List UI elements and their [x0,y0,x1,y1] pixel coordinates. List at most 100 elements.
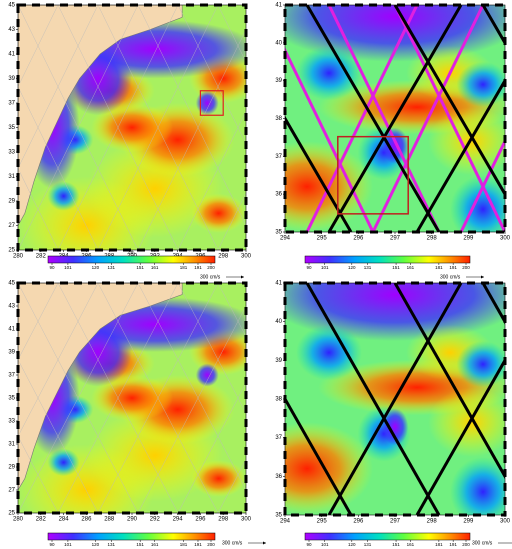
y-tick-label: 35 [275,230,282,236]
colorbar-tick-label: 90 [306,542,312,547]
y-tick-label: 38 [275,116,282,122]
track [305,283,441,515]
colorbar-tick-label: 200 [207,265,215,270]
track [285,46,375,232]
y-tick-label: 45 [8,281,15,287]
field-blob [191,460,246,497]
colorbar-tick-label: 200 [462,265,470,270]
y-tick-label: 39 [275,358,282,364]
colorbar-tick-label: 161 [407,265,415,270]
colorbar-tick-label: 200 [207,542,215,547]
x-tick-label: 294 [280,236,291,242]
y-tick-label: 31 [8,174,15,180]
y-tick-label: 39 [8,76,15,82]
x-tick-label: 294 [280,519,291,525]
x-tick-label: 298 [218,254,229,260]
track [305,5,441,232]
field-blob [456,341,505,388]
colorbar-tick-label: 151 [136,265,144,270]
x-tick-label: 298 [218,517,229,523]
x-tick-label: 280 [13,517,24,523]
colorbar-tick-label: 101 [321,542,329,547]
y-tick-label: 27 [8,488,15,494]
field-blob [296,45,362,101]
scale-label: 300 cm/s [440,274,461,280]
y-tick-label: 27 [8,223,15,229]
y-tick-label: 33 [8,419,15,425]
track [393,5,505,232]
y-tick-label: 35 [275,513,282,519]
field-blob [90,375,174,421]
colorbar-tick-label: 151 [392,542,400,547]
field-blob [90,103,174,152]
track [217,458,246,513]
field-blob [47,181,80,211]
colorbar-tick-label: 181 [180,265,188,270]
colorbar-unit: cm [129,250,135,255]
scale-label: 300 cm/s [222,540,243,546]
colorbar-tick-label: 101 [64,265,72,270]
field-blob [285,422,373,515]
scale-label: 300 cm/s [472,540,493,546]
y-tick-label: 43 [8,304,15,310]
field-blob [47,448,80,477]
y-tick-label: 33 [8,150,15,156]
y-tick-label: 41 [275,3,282,9]
colorbar-tick-label: 191 [449,542,457,547]
field-blob [450,457,505,515]
y-tick-label: 45 [8,3,15,9]
x-tick-label: 298 [427,519,438,525]
x-tick-label: 297 [390,236,401,242]
y-tick-label: 39 [275,78,282,84]
colorbar-tick-label: 161 [151,542,159,547]
colorbar [304,255,471,264]
colorbar-tick-label: 131 [108,265,116,270]
map-field [18,5,246,250]
y-tick-label: 36 [275,192,282,198]
track [217,192,246,250]
map-field [18,283,246,513]
x-tick-label: 292 [150,517,161,523]
colorbar-tick-label: 161 [151,265,159,270]
land [18,283,183,491]
colorbar-tick-label: 191 [194,542,202,547]
track [415,77,505,232]
x-tick-label: 298 [427,236,438,242]
y-tick-label: 37 [8,373,15,379]
track [393,5,505,198]
x-tick-label: 299 [463,519,474,525]
x-tick-label: 299 [463,236,474,242]
x-tick-label: 295 [317,236,328,242]
x-tick-label: 300 [500,519,511,525]
track [177,283,246,414]
colorbar [47,532,216,541]
colorbar-tick-label: 181 [435,265,443,270]
track [285,115,353,232]
colorbar-tick-label: 191 [449,265,457,270]
y-tick-label: 35 [8,396,15,402]
scale-label: 300 cm/s [200,274,221,280]
colorbar-tick-label: 131 [364,265,372,270]
track [217,5,246,63]
colorbar-tick-label: 90 [49,265,55,270]
x-tick-label: 290 [127,517,138,523]
y-tick-label: 38 [275,397,282,403]
colorbar-tick-label: 131 [364,542,372,547]
track [327,283,463,515]
y-tick-label: 41 [275,281,282,287]
y-tick-label: 25 [8,248,15,254]
colorbar-tick-label: 191 [194,265,202,270]
colorbar-tick-label: 120 [348,542,356,547]
track [327,5,463,232]
scale-arrow-head [241,275,244,279]
x-tick-label: 300 [241,254,252,260]
x-tick-label: 280 [13,254,24,260]
region-box [337,135,409,215]
x-tick-label: 288 [104,517,115,523]
x-tick-label: 284 [59,517,70,523]
y-tick-label: 39 [8,350,15,356]
colorbar-tick-label: 151 [136,542,144,547]
colorbar [47,255,216,264]
track [459,137,505,232]
